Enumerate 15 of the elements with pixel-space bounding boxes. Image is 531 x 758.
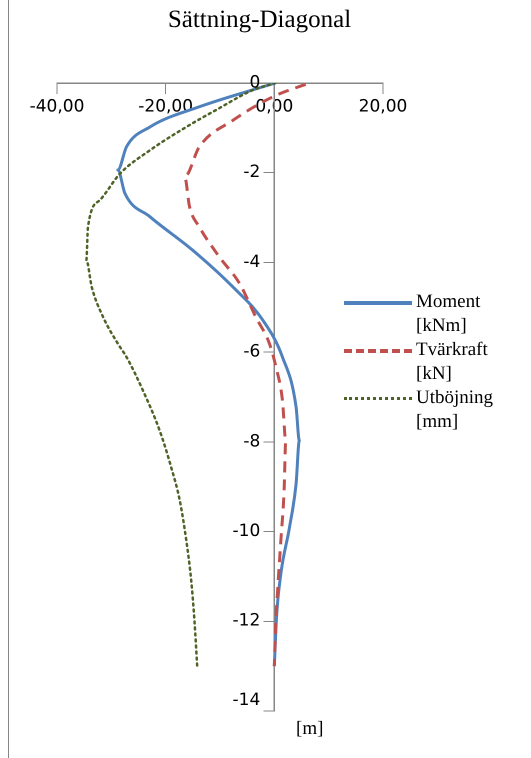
y-tick-label: 0 [250,72,260,92]
legend-label: Tvärkraft [kN] [416,338,489,386]
x-tick-label: -40,00 [30,96,84,117]
chart-title: Sättning-Diagonal [168,6,352,33]
legend-label: Utböjning [mm] [416,386,494,434]
y-tick-label: -12 [232,610,260,631]
y-tick-label: -2 [243,162,260,182]
y-tick-label: -14 [232,690,260,710]
y-tick-label: -8 [243,431,260,452]
legend-label: Moment [kNm] [416,290,482,338]
text: [m] [296,718,324,740]
y-tick-label: -4 [243,252,260,272]
y-tick-label: -6 [243,342,260,362]
y-tick-label: -10 [232,520,260,541]
x-tick-label: 20,00 [358,96,408,117]
